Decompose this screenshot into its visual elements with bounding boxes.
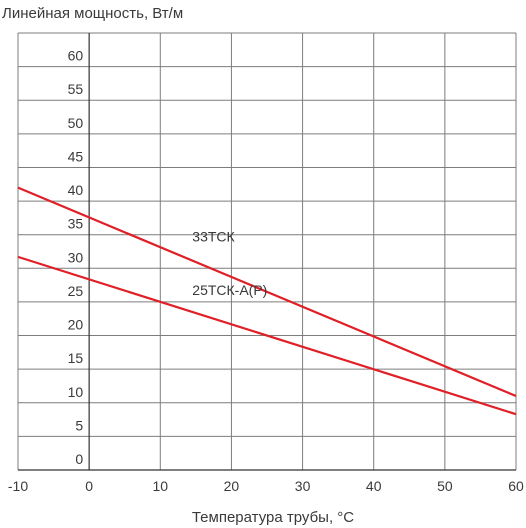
y-tick-label: 15 bbox=[68, 350, 84, 366]
y-tick-label: 50 bbox=[68, 115, 84, 131]
y-tick-label: 25 bbox=[68, 283, 84, 299]
x-tick-label: 20 bbox=[224, 478, 240, 494]
series-line bbox=[17, 186, 517, 398]
y-tick-label: 55 bbox=[68, 81, 84, 97]
series-layer bbox=[17, 186, 517, 416]
y-tick-label: 60 bbox=[68, 48, 84, 64]
y-tick-label: 40 bbox=[68, 182, 84, 198]
x-tick-label: 30 bbox=[295, 478, 311, 494]
y-tick-label: 0 bbox=[75, 451, 83, 467]
y-tick-label: 35 bbox=[68, 216, 84, 232]
annotations: 33ТСК 25ТСК-А(Р) bbox=[192, 228, 267, 298]
x-tick-label: 40 bbox=[366, 478, 382, 494]
tick-labels: 0 5 10 15 20 25 30 35 40 45 50 55 60 -10 0 10 20 30 40 50 60 bbox=[8, 48, 524, 494]
x-tick-label: -10 bbox=[8, 478, 28, 494]
y-tick-label: 10 bbox=[68, 384, 84, 400]
y-axis-label: Линейная мощность, Вт/м bbox=[2, 5, 183, 22]
y-tick-label: 45 bbox=[68, 148, 84, 164]
y-tick-label: 5 bbox=[75, 417, 83, 433]
grid bbox=[17, 32, 517, 471]
x-tick-label: 50 bbox=[437, 478, 453, 494]
x-tick-label: 0 bbox=[85, 478, 93, 494]
series-annotation: 33ТСК bbox=[192, 228, 235, 244]
y-tick-label: 30 bbox=[68, 249, 84, 265]
series-line bbox=[17, 255, 517, 416]
series-annotation: 25ТСК-А(Р) bbox=[192, 282, 267, 298]
y-tick-label: 20 bbox=[68, 317, 84, 333]
x-tick-label: 60 bbox=[508, 478, 524, 494]
x-axis-label: Температура трубы, °С bbox=[192, 509, 354, 526]
x-tick-label: 10 bbox=[152, 478, 168, 494]
